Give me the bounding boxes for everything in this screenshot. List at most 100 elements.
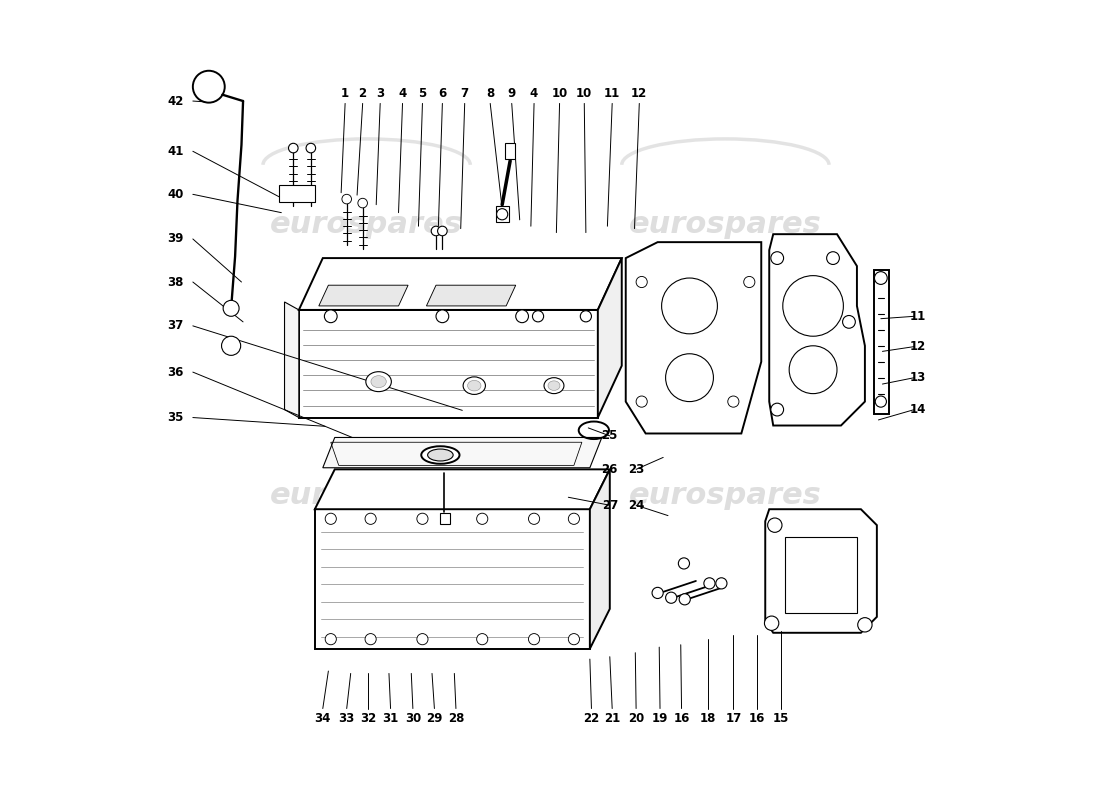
- Circle shape: [858, 618, 872, 632]
- Bar: [785, 537, 857, 613]
- Text: 39: 39: [167, 233, 184, 246]
- Text: 26: 26: [602, 463, 618, 476]
- Circle shape: [783, 276, 844, 336]
- Text: 35: 35: [167, 411, 184, 424]
- Polygon shape: [322, 438, 602, 468]
- Circle shape: [438, 226, 448, 236]
- Circle shape: [661, 278, 717, 334]
- Text: 30: 30: [405, 712, 421, 726]
- Text: eurospares: eurospares: [629, 481, 822, 510]
- Text: 33: 33: [339, 712, 355, 726]
- Circle shape: [532, 310, 543, 322]
- Ellipse shape: [366, 372, 392, 392]
- Text: eurospares: eurospares: [271, 210, 463, 239]
- Text: 1: 1: [341, 86, 349, 99]
- Text: 12: 12: [631, 86, 648, 99]
- Bar: [440, 514, 450, 524]
- Text: 8: 8: [486, 86, 494, 99]
- Circle shape: [528, 634, 540, 645]
- Text: 4: 4: [398, 86, 407, 99]
- Text: 6: 6: [438, 86, 447, 99]
- Circle shape: [679, 594, 691, 605]
- Text: 2: 2: [359, 86, 366, 99]
- Text: eurospares: eurospares: [629, 210, 822, 239]
- Circle shape: [223, 300, 239, 316]
- Polygon shape: [427, 286, 516, 306]
- Text: 25: 25: [602, 430, 618, 442]
- Polygon shape: [299, 258, 622, 310]
- Text: 29: 29: [426, 712, 442, 726]
- Text: 11: 11: [910, 310, 926, 322]
- Circle shape: [744, 277, 755, 287]
- Text: 10: 10: [576, 86, 593, 99]
- Polygon shape: [590, 470, 609, 649]
- Text: 40: 40: [167, 188, 184, 201]
- Circle shape: [843, 315, 856, 328]
- Text: 22: 22: [583, 712, 600, 726]
- Text: 32: 32: [360, 712, 376, 726]
- Circle shape: [342, 194, 352, 204]
- Text: 27: 27: [602, 498, 618, 512]
- Circle shape: [365, 514, 376, 524]
- Circle shape: [716, 578, 727, 589]
- Circle shape: [768, 518, 782, 532]
- Polygon shape: [769, 234, 865, 426]
- Circle shape: [652, 587, 663, 598]
- Circle shape: [436, 310, 449, 322]
- Circle shape: [288, 143, 298, 153]
- Text: 16: 16: [673, 712, 690, 726]
- Circle shape: [581, 310, 592, 322]
- Text: 3: 3: [376, 86, 384, 99]
- Text: 31: 31: [383, 712, 398, 726]
- Circle shape: [704, 578, 715, 589]
- Polygon shape: [315, 470, 609, 510]
- Circle shape: [771, 403, 783, 416]
- Text: 42: 42: [167, 94, 184, 107]
- Circle shape: [476, 514, 487, 524]
- Circle shape: [476, 634, 487, 645]
- Circle shape: [417, 514, 428, 524]
- Polygon shape: [285, 302, 299, 418]
- Circle shape: [358, 198, 367, 208]
- Text: 7: 7: [461, 86, 469, 99]
- Text: 20: 20: [628, 712, 645, 726]
- Text: 9: 9: [507, 86, 516, 99]
- Text: 19: 19: [652, 712, 668, 726]
- Ellipse shape: [428, 449, 453, 461]
- Polygon shape: [597, 258, 622, 418]
- Bar: [505, 143, 515, 159]
- Polygon shape: [626, 242, 761, 434]
- Ellipse shape: [548, 381, 560, 390]
- Polygon shape: [766, 510, 877, 633]
- Text: 4: 4: [530, 86, 538, 99]
- Ellipse shape: [544, 378, 564, 394]
- Circle shape: [666, 592, 676, 603]
- Text: 14: 14: [910, 403, 926, 416]
- Ellipse shape: [421, 446, 460, 464]
- Text: 36: 36: [167, 366, 184, 378]
- Text: 12: 12: [910, 340, 926, 353]
- Circle shape: [569, 514, 580, 524]
- Polygon shape: [319, 286, 408, 306]
- Text: 28: 28: [448, 712, 464, 726]
- Ellipse shape: [371, 376, 386, 388]
- Circle shape: [417, 634, 428, 645]
- Circle shape: [326, 634, 337, 645]
- Text: 23: 23: [628, 463, 645, 476]
- Circle shape: [636, 396, 647, 407]
- Circle shape: [306, 143, 316, 153]
- Circle shape: [876, 396, 887, 407]
- Bar: [279, 185, 315, 202]
- Text: 38: 38: [167, 275, 184, 289]
- Circle shape: [789, 346, 837, 394]
- Text: 37: 37: [167, 319, 184, 332]
- Circle shape: [679, 558, 690, 569]
- Text: 5: 5: [418, 86, 427, 99]
- Text: 11: 11: [604, 86, 620, 99]
- Circle shape: [826, 252, 839, 265]
- Text: 41: 41: [167, 145, 184, 158]
- Circle shape: [528, 514, 540, 524]
- Circle shape: [764, 616, 779, 630]
- Circle shape: [874, 272, 888, 285]
- Text: 34: 34: [315, 712, 331, 726]
